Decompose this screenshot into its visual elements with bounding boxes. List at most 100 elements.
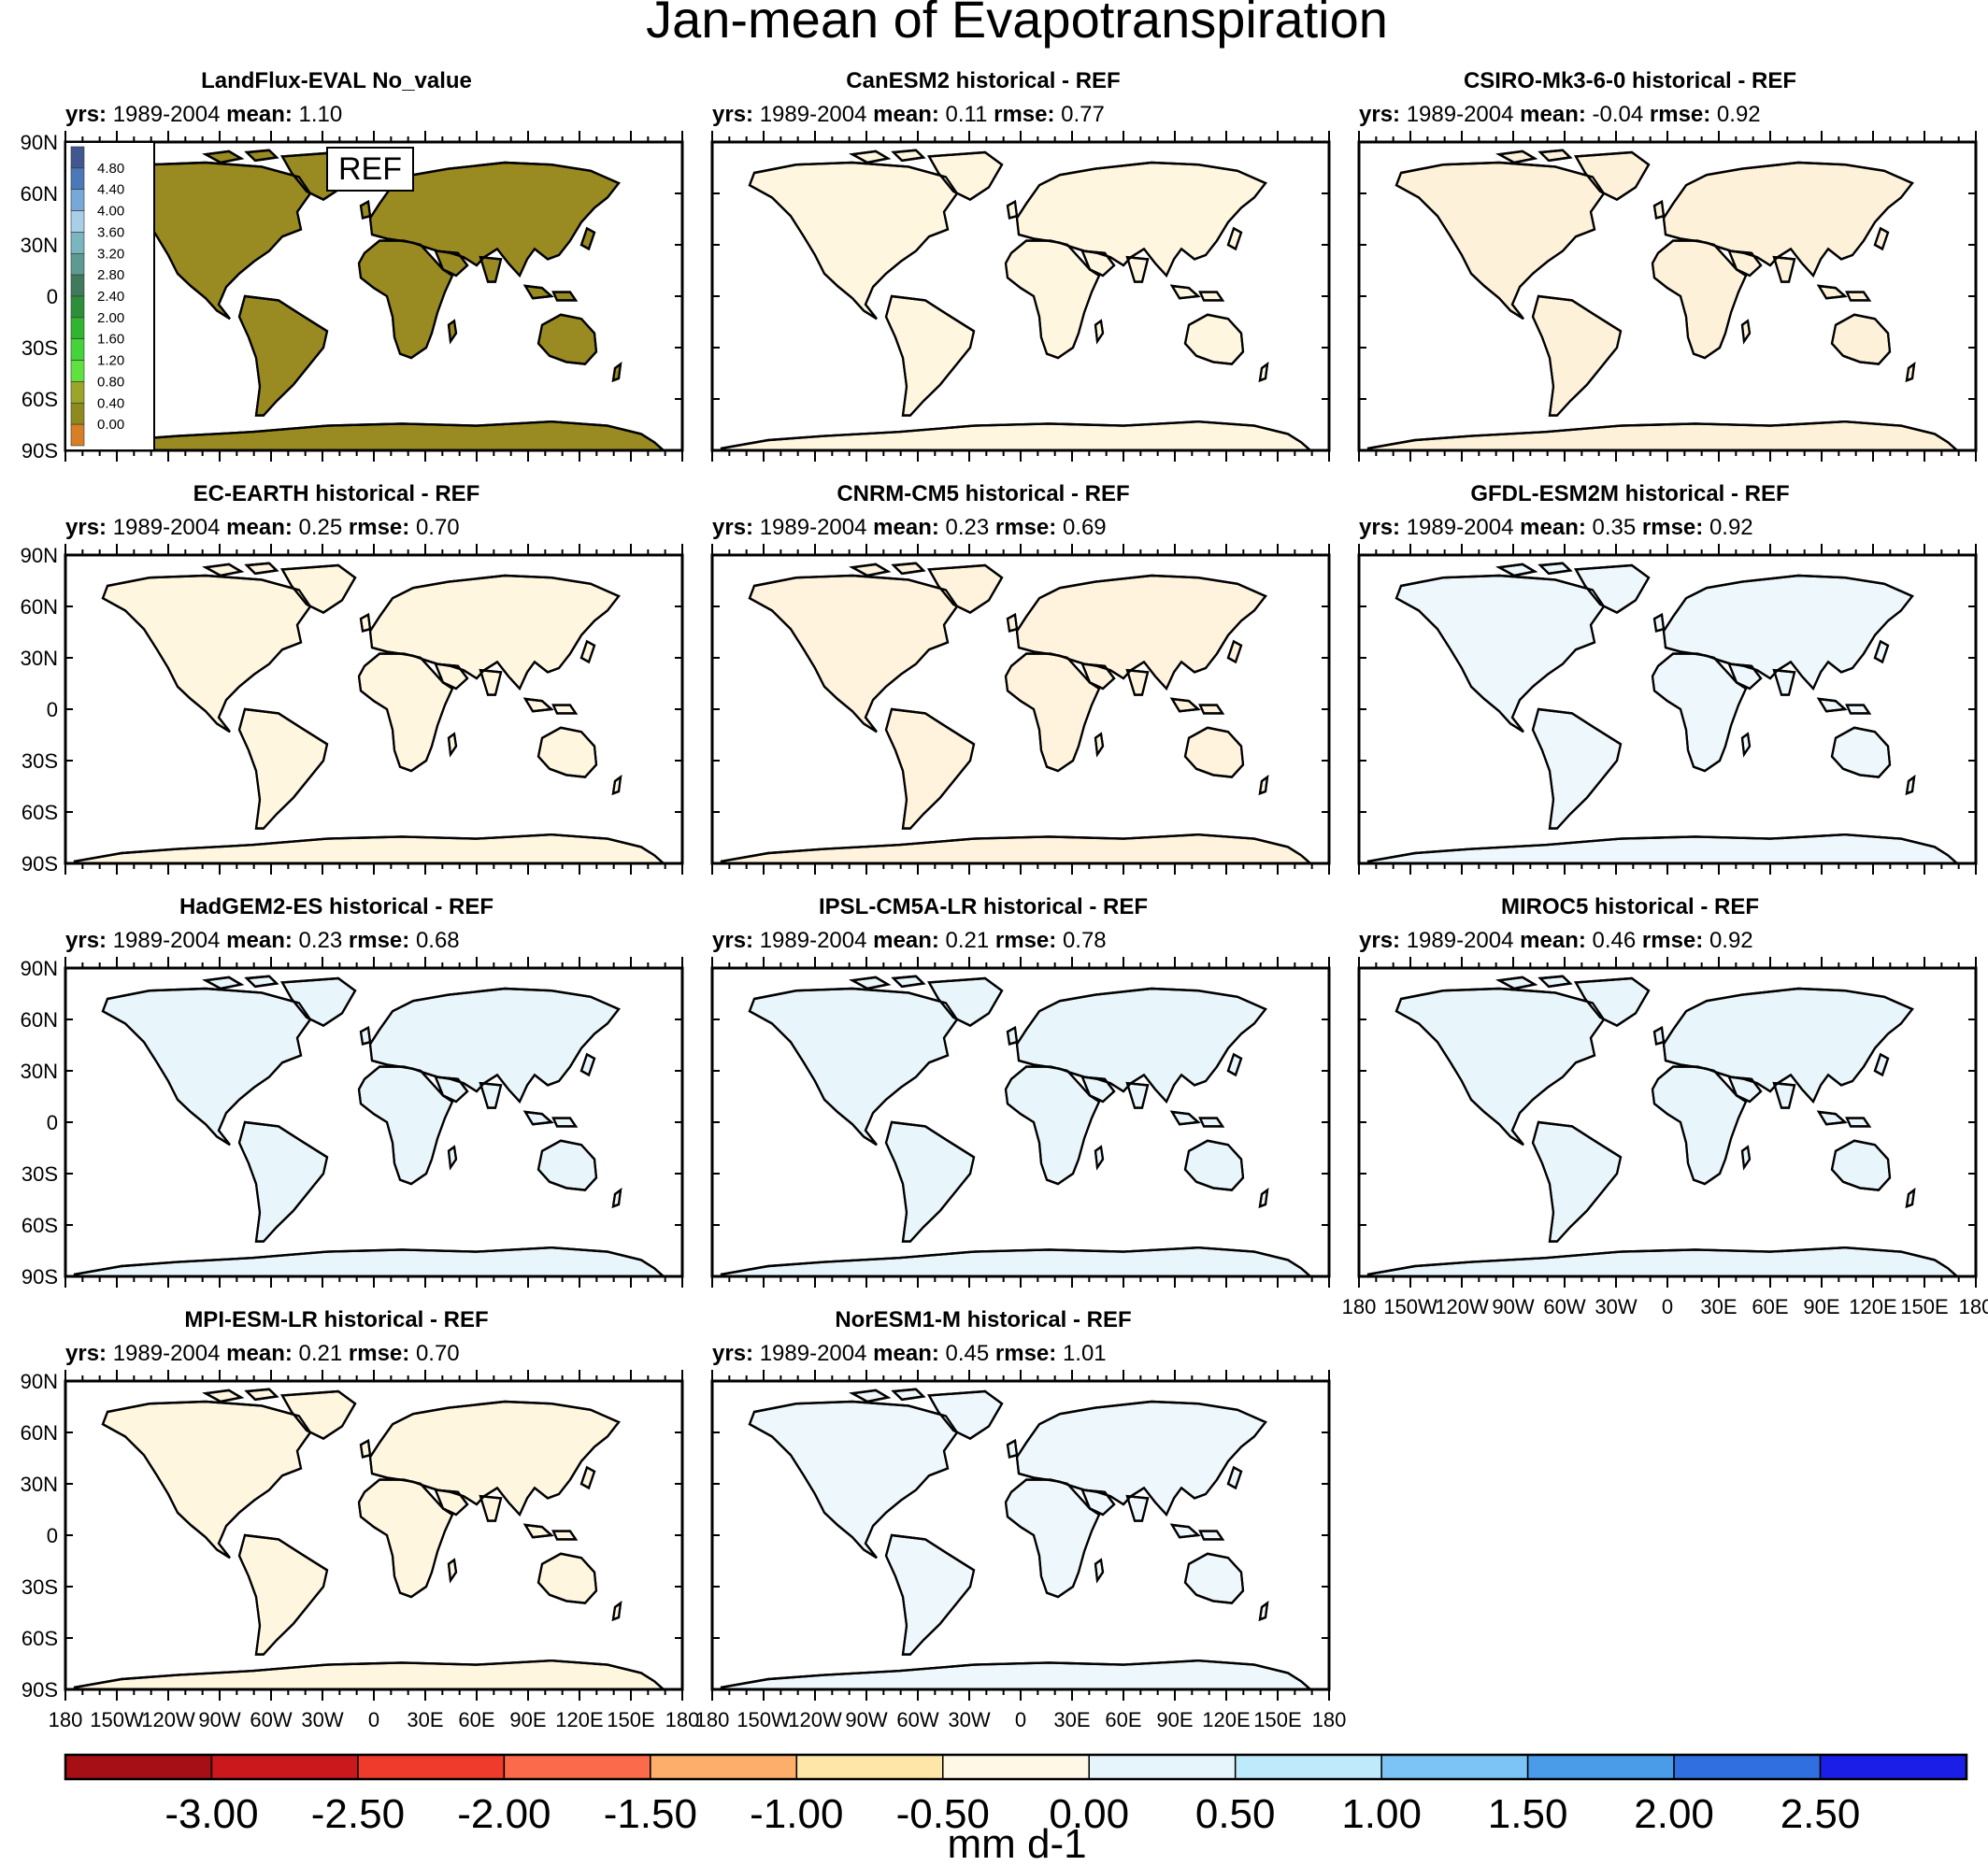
map-panel: HadGEM2-ES historical - REF yrs: 1989-200…: [21, 894, 684, 1289]
panel-title: EC-EARTH historical - REF: [193, 481, 480, 506]
lon-tick-label: 0: [1015, 1708, 1026, 1731]
ref-tick-label: 1.60: [97, 332, 124, 348]
lat-tick-label: 90S: [21, 1265, 58, 1289]
continents: [1366, 149, 1959, 452]
map-panel: CanESM2 historical - REF yrs: 1989-2004 m…: [710, 68, 1331, 462]
colorbar-tick-label: 0.50: [1195, 1791, 1276, 1837]
colorbar: -3.00 -2.50 -2.00 -1.50 -1.00 -0.50 0.00 0.50 1.…: [64, 1753, 1968, 1866]
lon-tick-label: 120E: [555, 1708, 603, 1731]
lon-tick-label: 150E: [1253, 1708, 1301, 1731]
colorbar-swatch: [1234, 1754, 1382, 1780]
panel-title: NorESM1-M historical - REF: [835, 1307, 1131, 1332]
ref-tick-label: 1.20: [97, 353, 124, 369]
lon-tick-label: 120W: [141, 1708, 195, 1731]
colorbar-swatch: [942, 1754, 1090, 1780]
lon-tick-label: 90W: [845, 1708, 887, 1731]
map-panel: NorESM1-M historical - REF yrs: 1989-2004…: [695, 1307, 1347, 1731]
lon-tick-label: 180: [1312, 1708, 1347, 1731]
continents: [720, 562, 1312, 865]
ref-color-swatch: [70, 295, 85, 319]
colorbar-swatch: [64, 1754, 213, 1780]
panel-title: MIROC5 historical - REF: [1501, 894, 1759, 919]
ref-tick-label: 2.80: [97, 267, 124, 283]
colorbar-tick-label: 2.00: [1634, 1791, 1714, 1837]
lon-tick-label: 30E: [407, 1708, 443, 1731]
lon-tick-label: 30W: [301, 1708, 343, 1731]
map-panel: LandFlux-EVAL No_value yrs: 1989-2004 mea…: [21, 68, 684, 463]
ref-color-swatch: [70, 338, 85, 361]
ref-tick-label: 2.40: [97, 289, 124, 305]
colorbar-tick-label: -2.50: [311, 1791, 405, 1837]
lat-tick-label: 60S: [21, 388, 58, 411]
colorbar-tick-label: 1.50: [1488, 1791, 1568, 1837]
lon-tick-label: 60W: [896, 1708, 938, 1731]
continents: [720, 1388, 1312, 1691]
lon-tick-label: 30E: [1053, 1708, 1090, 1731]
panel-stats: yrs: 1989-2004 mean: 0.35 rmse: 0.92: [1359, 515, 1753, 540]
ref-tick-label: 0.80: [97, 374, 124, 390]
colorbar-swatch: [210, 1754, 359, 1780]
lon-tick-label: 60E: [1105, 1708, 1141, 1731]
lon-tick-label: 30W: [948, 1708, 990, 1731]
ref-colorbar: 4.80 4.40 4.00 3.60 3.20 2.80 2.40 2.00 1.60 1.20…: [64, 141, 155, 451]
ref-tick-label: 3.20: [97, 246, 124, 262]
panel-stats: yrs: 1989-2004 mean: 0.46 rmse: 0.92: [1359, 928, 1753, 953]
continents: [720, 149, 1312, 452]
ref-color-swatch: [70, 167, 85, 191]
map-panel: CSIRO-Mk3-6-0 historical - REF yrs: 1989-…: [1357, 68, 1978, 462]
panel-stats: yrs: 1989-2004 mean: 0.21 rmse: 0.78: [712, 928, 1107, 953]
lat-tick-label: 30S: [21, 1162, 58, 1186]
lon-tick-label: 90E: [1803, 1295, 1839, 1318]
ref-color-swatch: [70, 232, 85, 254]
map-panel: EC-EARTH historical - REF yrs: 1989-2004 …: [21, 481, 684, 876]
lon-tick-label: 30E: [1700, 1295, 1737, 1318]
colorbar-tick-label: 1.00: [1341, 1791, 1422, 1837]
colorbar-tick-label: -0.50: [896, 1791, 990, 1837]
panel-stats: yrs: 1989-2004 mean: 1.10: [65, 102, 342, 127]
lon-tick-label: 150W: [90, 1708, 144, 1731]
lon-tick-label: 90W: [198, 1708, 240, 1731]
continents: [73, 562, 665, 865]
lon-tick-label: 180: [695, 1708, 730, 1731]
colorbar-tick-label: -2.00: [457, 1791, 551, 1837]
colorbar-tick-label: -1.00: [750, 1791, 843, 1837]
lat-tick-label: 60N: [21, 1008, 58, 1032]
ref-color-swatch: [70, 210, 85, 233]
lat-tick-label: 60N: [21, 182, 58, 206]
panel-title: LandFlux-EVAL No_value: [201, 68, 472, 93]
lat-tick-label: 30N: [21, 647, 58, 670]
continents: [1366, 975, 1959, 1278]
colorbar-swatch: [1380, 1754, 1529, 1780]
lat-tick-label: 90S: [21, 1678, 58, 1702]
ref-tick-label: 2.00: [97, 310, 124, 326]
panel-stats: yrs: 1989-2004 mean: 0.11 rmse: 0.77: [712, 102, 1105, 127]
map-panel: GFDL-ESM2M historical - REF yrs: 1989-200…: [1357, 481, 1978, 875]
ref-color-swatch: [70, 146, 85, 169]
lon-tick-label: 90W: [1492, 1295, 1534, 1318]
panel-stats: yrs: 1989-2004 mean: 0.21 rmse: 0.70: [65, 1341, 460, 1366]
panel-stats: yrs: 1989-2004 mean: -0.04 rmse: 0.92: [1359, 102, 1761, 127]
ref-tick-label: 4.00: [97, 204, 124, 220]
ref-color-swatch: [70, 317, 85, 340]
lon-tick-label: 0: [1662, 1295, 1673, 1318]
lon-tick-label: 180: [1342, 1295, 1377, 1318]
lat-tick-label: 60S: [21, 801, 58, 824]
lon-tick-label: 180: [49, 1708, 83, 1731]
panel-title: CNRM-CM5 historical - REF: [837, 481, 1129, 506]
colorbar-swatch: [795, 1754, 944, 1780]
panel-title: CSIRO-Mk3-6-0 historical - REF: [1464, 68, 1796, 93]
lat-tick-label: 90S: [21, 852, 58, 876]
ref-color-swatch: [70, 252, 85, 276]
ref-color-swatch: [70, 402, 85, 425]
lat-tick-label: 60N: [21, 595, 58, 619]
colorbar-tick-label: -3.00: [164, 1791, 258, 1837]
continents: [720, 975, 1312, 1278]
lat-tick-label: 30S: [21, 749, 58, 773]
lat-tick-label: 60S: [21, 1627, 58, 1650]
lon-tick-label: 120E: [1849, 1295, 1896, 1318]
colorbar-swatch: [1526, 1754, 1675, 1780]
continents: [73, 1388, 665, 1691]
lat-tick-label: 90N: [21, 1370, 58, 1393]
ref-tick-label: 0.40: [97, 395, 124, 411]
lat-tick-label: 60S: [21, 1214, 58, 1237]
